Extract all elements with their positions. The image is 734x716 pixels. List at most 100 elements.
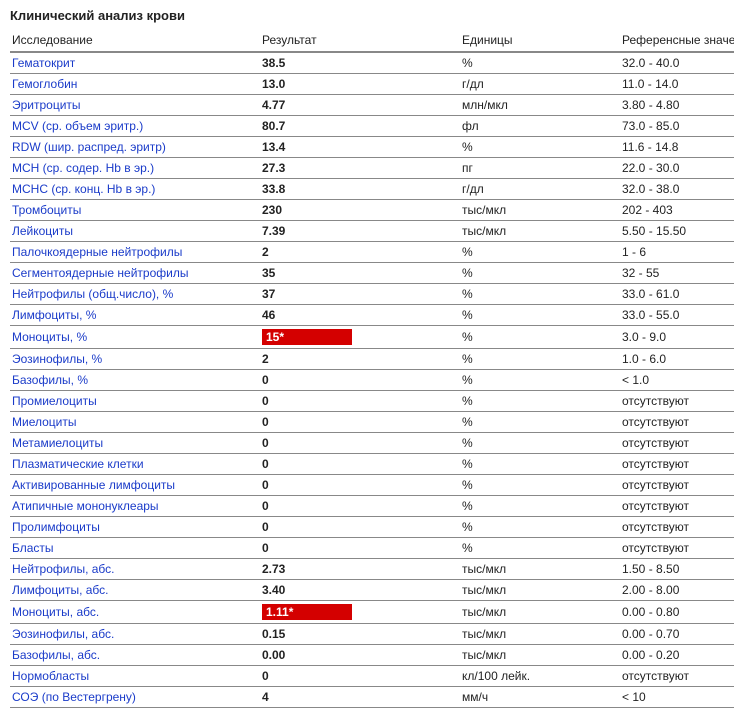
test-result: 0.15 <box>260 624 460 645</box>
test-name[interactable]: Атипичные мононуклеары <box>10 496 260 517</box>
test-name[interactable]: Базофилы, абс. <box>10 645 260 666</box>
table-row: Метамиелоциты0%отсутствуют <box>10 433 734 454</box>
test-name[interactable]: Моноциты, абс. <box>10 601 260 624</box>
test-name[interactable]: Палочкоядерные нейтрофилы <box>10 242 260 263</box>
table-row: Лимфоциты, %46%33.0 - 55.0 <box>10 305 734 326</box>
table-row: Атипичные мононуклеары0%отсутствуют <box>10 496 734 517</box>
test-units: кл/100 лейк. <box>460 666 620 687</box>
test-name-link[interactable]: MCHC (ср. конц. Hb в эр.) <box>12 182 155 196</box>
test-name-link[interactable]: Нормобласты <box>12 669 89 683</box>
test-units: % <box>460 454 620 475</box>
test-units: фл <box>460 116 620 137</box>
test-name[interactable]: Активированные лимфоциты <box>10 475 260 496</box>
test-reference: 32.0 - 38.0 <box>620 179 734 200</box>
test-name-link[interactable]: Лейкоциты <box>12 224 73 238</box>
test-reference: 1 - 6 <box>620 242 734 263</box>
test-name[interactable]: Лейкоциты <box>10 221 260 242</box>
test-name-link[interactable]: Плазматические клетки <box>12 457 144 471</box>
test-name-link[interactable]: Атипичные мононуклеары <box>12 499 159 513</box>
test-name[interactable]: Лимфоциты, абс. <box>10 580 260 601</box>
test-name-link[interactable]: Промиелоциты <box>12 394 97 408</box>
test-name[interactable]: Гематокрит <box>10 52 260 74</box>
test-name-link[interactable]: Эозинофилы, абс. <box>12 627 114 641</box>
test-name[interactable]: MCH (ср. содер. Hb в эр.) <box>10 158 260 179</box>
table-row: Бласты0%отсутствуют <box>10 538 734 559</box>
test-name-link[interactable]: Гематокрит <box>12 56 75 70</box>
test-units: пг <box>460 158 620 179</box>
test-name[interactable]: MCHC (ср. конц. Hb в эр.) <box>10 179 260 200</box>
test-units: тыс/мкл <box>460 601 620 624</box>
test-name[interactable]: Эозинофилы, абс. <box>10 624 260 645</box>
test-name-link[interactable]: Тромбоциты <box>12 203 81 217</box>
test-result: 1.11* <box>260 601 460 624</box>
test-name-link[interactable]: Базофилы, абс. <box>12 648 100 662</box>
test-result: 15* <box>260 326 460 349</box>
test-units: % <box>460 263 620 284</box>
table-row: MCV (ср. объем эритр.)80.7фл73.0 - 85.0 <box>10 116 734 137</box>
test-reference: 5.50 - 15.50 <box>620 221 734 242</box>
test-name-link[interactable]: Моноциты, абс. <box>12 605 99 619</box>
test-name[interactable]: Миелоциты <box>10 412 260 433</box>
test-units: % <box>460 305 620 326</box>
test-name[interactable]: RDW (шир. распред. эритр) <box>10 137 260 158</box>
test-name[interactable]: Пролимфоциты <box>10 517 260 538</box>
test-name[interactable]: Моноциты, % <box>10 326 260 349</box>
test-name-link[interactable]: СОЭ (по Вестергрену) <box>12 690 136 704</box>
test-name[interactable]: Нормобласты <box>10 666 260 687</box>
test-name[interactable]: Тромбоциты <box>10 200 260 221</box>
test-units: % <box>460 137 620 158</box>
test-name-link[interactable]: Сегментоядерные нейтрофилы <box>12 266 188 280</box>
test-name-link[interactable]: Пролимфоциты <box>12 520 100 534</box>
test-name[interactable]: Сегментоядерные нейтрофилы <box>10 263 260 284</box>
test-name-link[interactable]: MCH (ср. содер. Hb в эр.) <box>12 161 154 175</box>
test-name[interactable]: Базофилы, % <box>10 370 260 391</box>
test-name[interactable]: Лимфоциты, % <box>10 305 260 326</box>
test-result: 46 <box>260 305 460 326</box>
test-result: 13.4 <box>260 137 460 158</box>
test-result: 0 <box>260 370 460 391</box>
test-result: 0 <box>260 475 460 496</box>
test-name-link[interactable]: Базофилы, % <box>12 373 88 387</box>
test-units: % <box>460 475 620 496</box>
test-name[interactable]: Гемоглобин <box>10 74 260 95</box>
test-name-link[interactable]: Нейтрофилы (общ.число), % <box>12 287 173 301</box>
test-units: тыс/мкл <box>460 624 620 645</box>
test-name[interactable]: Эозинофилы, % <box>10 349 260 370</box>
test-result: 0 <box>260 666 460 687</box>
test-name[interactable]: Промиелоциты <box>10 391 260 412</box>
test-name-link[interactable]: Активированные лимфоциты <box>12 478 175 492</box>
test-name-link[interactable]: RDW (шир. распред. эритр) <box>12 140 166 154</box>
col-units: Единицы <box>460 29 620 52</box>
test-name-link[interactable]: Эозинофилы, % <box>12 352 102 366</box>
test-reference: 202 - 403 <box>620 200 734 221</box>
table-row: Нормобласты0кл/100 лейк.отсутствуют <box>10 666 734 687</box>
test-units: % <box>460 391 620 412</box>
test-name-link[interactable]: Палочкоядерные нейтрофилы <box>12 245 182 259</box>
test-name[interactable]: Эритроциты <box>10 95 260 116</box>
test-units: % <box>460 496 620 517</box>
table-row: Нейтрофилы, абс.2.73тыс/мкл1.50 - 8.50 <box>10 559 734 580</box>
test-name-link[interactable]: Моноциты, % <box>12 330 87 344</box>
test-name-link[interactable]: Нейтрофилы, абс. <box>12 562 115 576</box>
test-name-link[interactable]: Лимфоциты, абс. <box>12 583 109 597</box>
test-name[interactable]: СОЭ (по Вестергрену) <box>10 687 260 708</box>
test-name-link[interactable]: Метамиелоциты <box>12 436 103 450</box>
test-name[interactable]: MCV (ср. объем эритр.) <box>10 116 260 137</box>
test-reference: отсутствуют <box>620 412 734 433</box>
test-name[interactable]: Нейтрофилы (общ.число), % <box>10 284 260 305</box>
test-name-link[interactable]: Бласты <box>12 541 54 555</box>
test-name-link[interactable]: Лимфоциты, % <box>12 308 96 322</box>
test-name-link[interactable]: Миелоциты <box>12 415 76 429</box>
abnormal-flag: 1.11* <box>262 604 352 620</box>
table-row: Лимфоциты, абс.3.40тыс/мкл2.00 - 8.00 <box>10 580 734 601</box>
test-name-link[interactable]: Гемоглобин <box>12 77 77 91</box>
test-name-link[interactable]: Эритроциты <box>12 98 81 112</box>
test-name[interactable]: Плазматические клетки <box>10 454 260 475</box>
test-result: 0 <box>260 538 460 559</box>
test-name-link[interactable]: MCV (ср. объем эритр.) <box>12 119 143 133</box>
test-reference: 1.0 - 6.0 <box>620 349 734 370</box>
test-name[interactable]: Метамиелоциты <box>10 433 260 454</box>
test-name[interactable]: Нейтрофилы, абс. <box>10 559 260 580</box>
test-name[interactable]: Бласты <box>10 538 260 559</box>
test-result: 230 <box>260 200 460 221</box>
